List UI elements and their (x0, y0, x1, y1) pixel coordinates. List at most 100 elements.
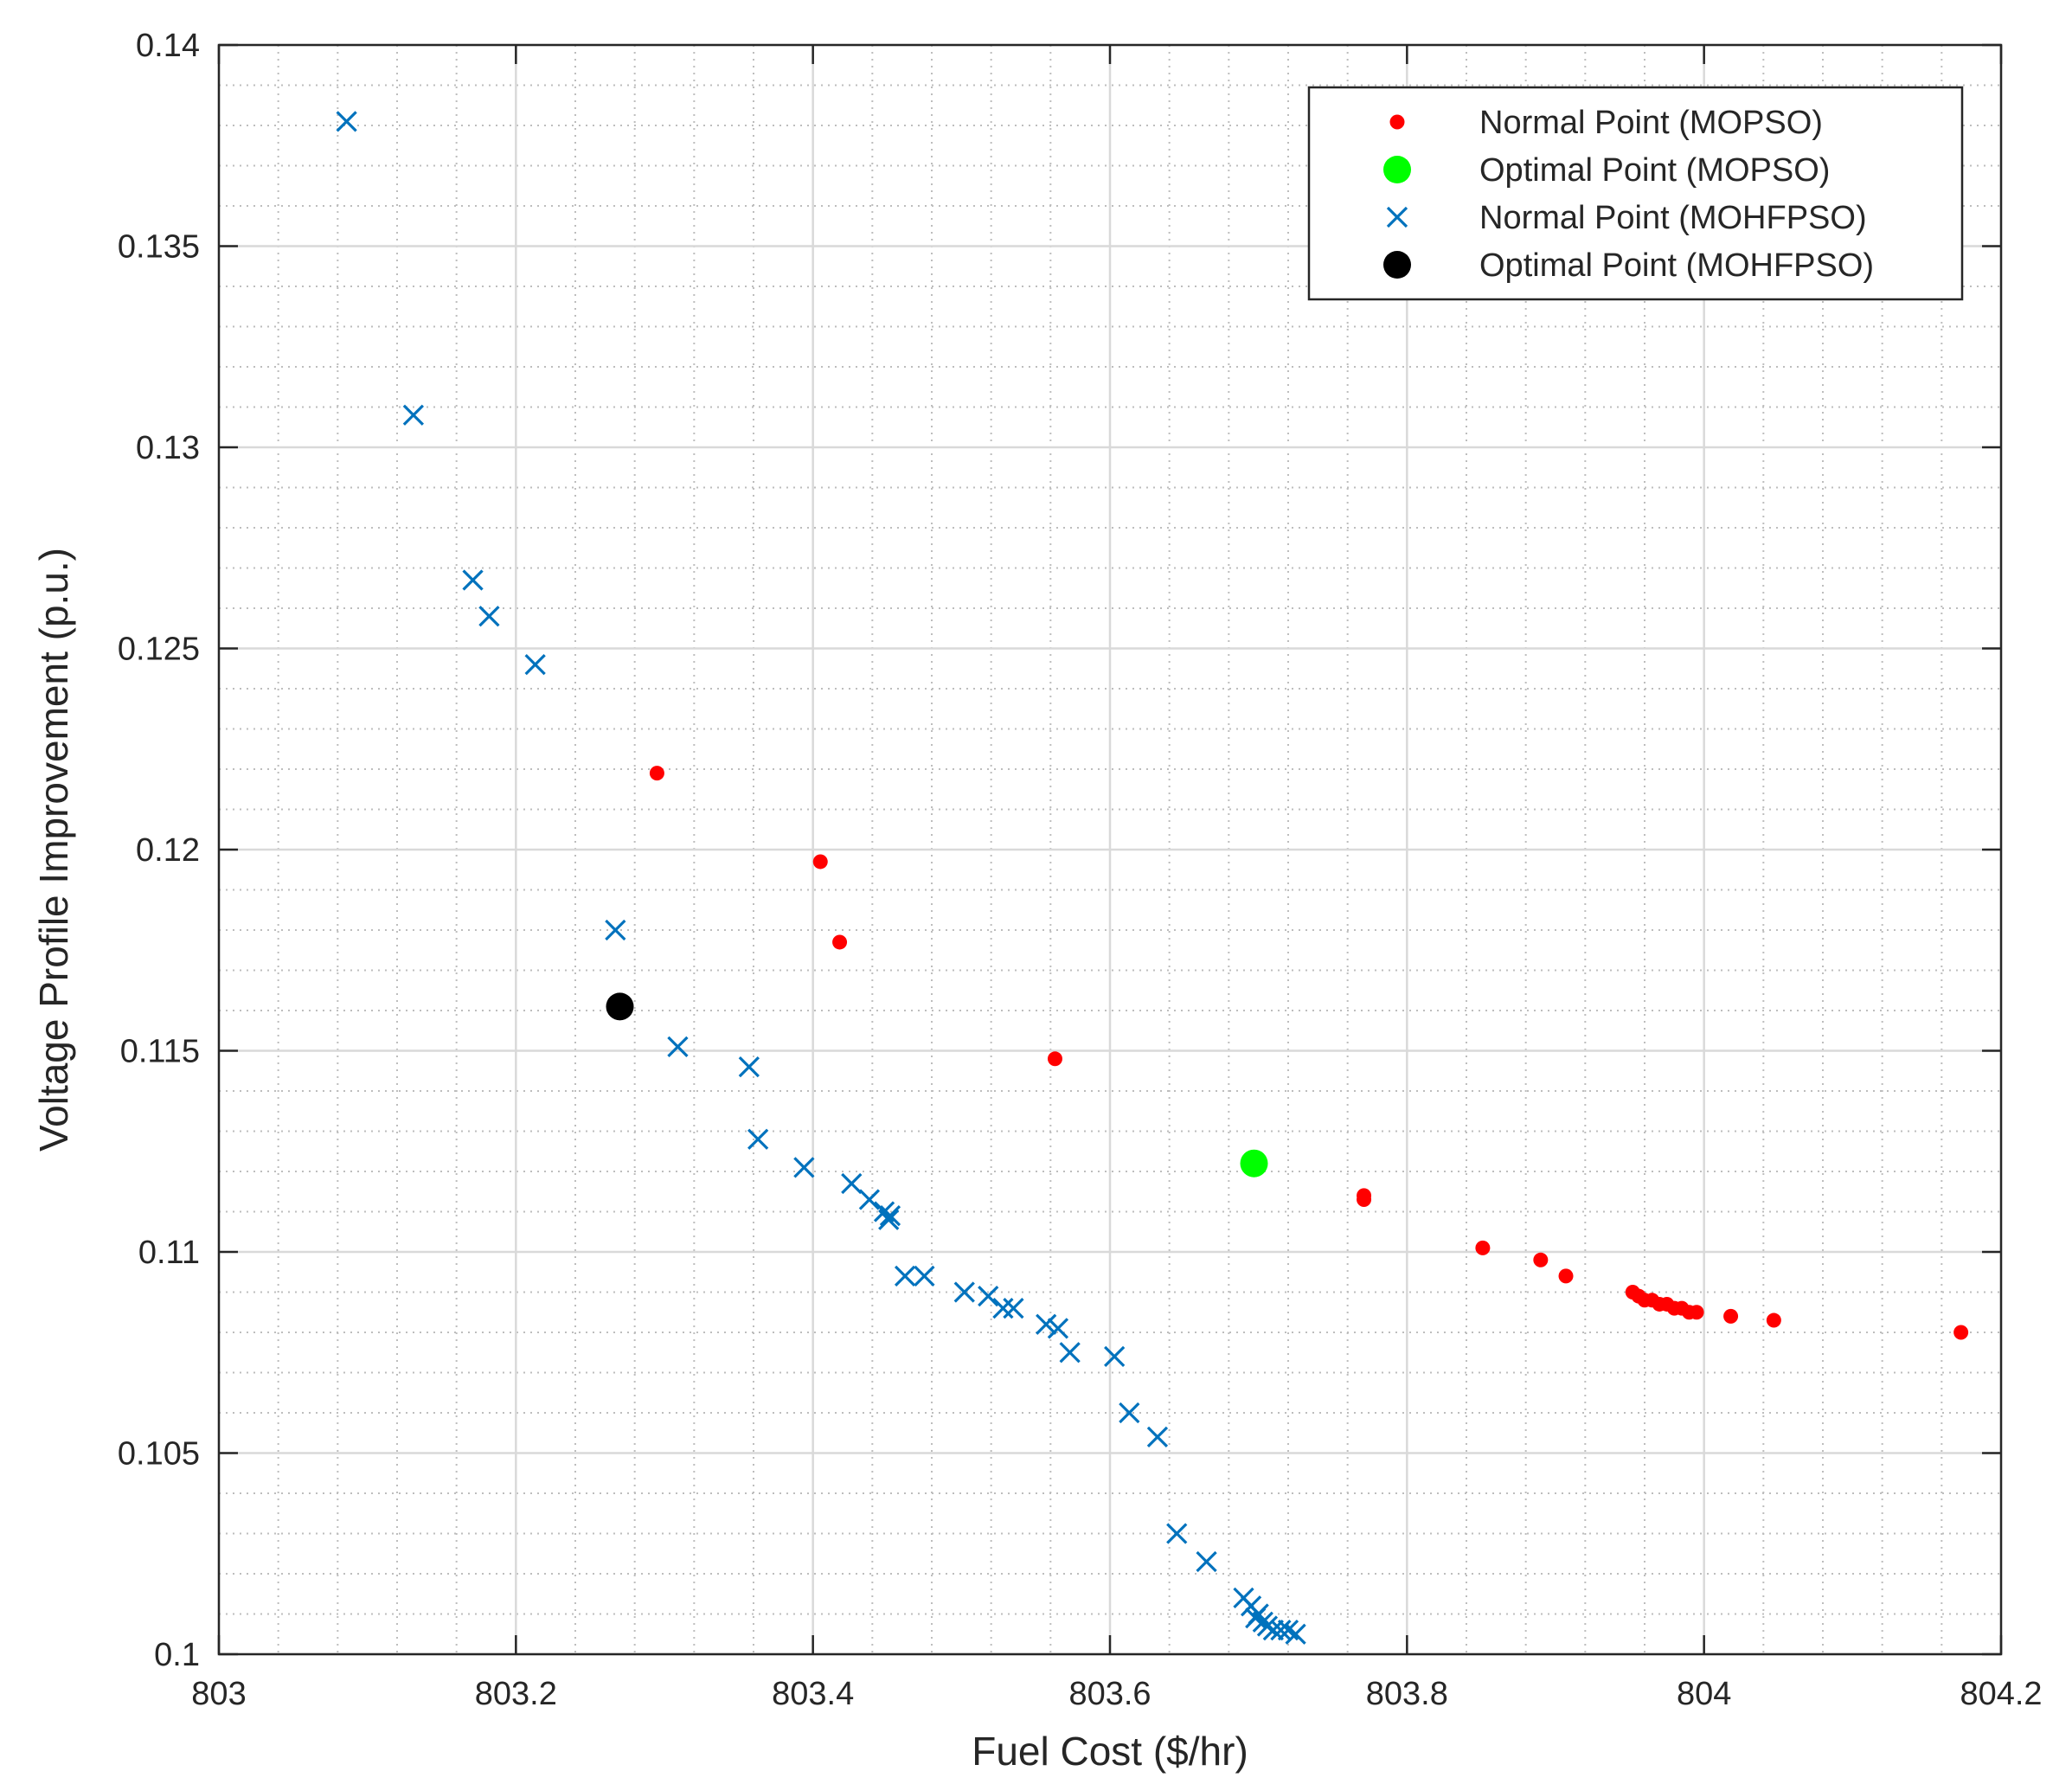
data-point-stroke-b (1146, 1426, 1169, 1448)
data-point (478, 606, 500, 627)
data-point (1166, 1523, 1188, 1544)
x-tick-label: 803.6 (1068, 1676, 1151, 1712)
data-point (1047, 1051, 1062, 1067)
data-point-stroke-b (953, 1281, 975, 1303)
data-point-stroke-b (462, 569, 484, 591)
data-point (953, 1281, 975, 1303)
data-point (1723, 1308, 1739, 1324)
data-point (1953, 1325, 1969, 1340)
data-point-stroke-b (978, 1286, 999, 1307)
y-tick-label: 0.105 (118, 1436, 200, 1473)
data-point (894, 1265, 916, 1287)
data-point-stroke-b (1166, 1523, 1188, 1544)
y-tick-label: 0.14 (136, 28, 200, 64)
data-point (1059, 1342, 1081, 1364)
data-point (858, 1189, 881, 1210)
data-point (402, 404, 425, 426)
legend-item: Normal Point (MOPSO) (1389, 105, 1823, 141)
data-point-stroke-b (1119, 1402, 1140, 1424)
series-2 (1240, 1149, 1268, 1178)
data-point-stroke-b (879, 1205, 901, 1227)
data-point (1047, 1318, 1069, 1339)
data-point-stroke-b (738, 1056, 760, 1078)
data-point (738, 1056, 760, 1078)
data-point-stroke-b (1059, 1342, 1081, 1364)
data-point (841, 1172, 863, 1195)
data-point-stroke-b (1285, 1623, 1306, 1645)
legend-label: Optimal Point (MOHFPSO) (1479, 247, 1874, 284)
data-point-stroke-b (841, 1172, 863, 1195)
data-point (462, 569, 484, 591)
legend-marker (1389, 114, 1405, 130)
data-point-stroke-b (402, 404, 425, 426)
data-point (1285, 1623, 1306, 1645)
data-point-stroke-b (1047, 1318, 1069, 1339)
data-point-stroke-b (605, 919, 626, 941)
x-axis-label: Fuel Cost ($/hr) (972, 1729, 1248, 1774)
legend-marker-stroke-b (1386, 206, 1408, 228)
data-point-stroke-b (914, 1265, 935, 1287)
data-point (878, 1209, 900, 1230)
axes-frame (217, 43, 2003, 1656)
y-tick-label: 0.13 (136, 430, 200, 466)
x-tick-label: 803.4 (772, 1676, 854, 1712)
data-point-stroke-b (1104, 1345, 1126, 1368)
data-point (812, 854, 828, 870)
legend-marker (1383, 251, 1411, 279)
data-point (1558, 1268, 1574, 1284)
data-point (793, 1157, 815, 1178)
data-point (1036, 1313, 1057, 1335)
data-point (1689, 1305, 1704, 1320)
data-point (606, 992, 634, 1021)
data-point-stroke-b (793, 1157, 815, 1178)
series-3 (336, 111, 1306, 1645)
data-point (649, 766, 664, 781)
y-tick-label: 0.115 (120, 1034, 200, 1070)
y-tick-label: 0.11 (138, 1235, 200, 1271)
data-point-stroke-b (894, 1265, 916, 1287)
data-point (978, 1286, 999, 1307)
data-point (1533, 1252, 1549, 1267)
data-point-stroke-b (667, 1036, 689, 1057)
x-tick-label: 804.2 (1960, 1676, 2042, 1712)
legend: Normal Point (MOPSO) Optimal Point (MOPSO… (1307, 86, 1964, 301)
data-point-stroke-b (992, 1297, 1014, 1319)
data-point (1357, 1192, 1372, 1208)
data-point-stroke-b (478, 606, 500, 627)
legend-marker (1383, 156, 1411, 183)
data-point (524, 653, 546, 676)
x-tick-label: 803 (191, 1676, 246, 1712)
data-point-stroke-b (1036, 1313, 1057, 1335)
data-point-stroke-b (1245, 1608, 1267, 1629)
data-point-stroke-b (1196, 1550, 1217, 1573)
data-point (747, 1128, 769, 1150)
y-tick-label: 0.1 (154, 1637, 200, 1673)
x-tick-label: 804 (1677, 1676, 1731, 1712)
data-marks (336, 111, 1969, 1645)
y-tick-label: 0.12 (136, 832, 200, 869)
y-tick-label: 0.135 (118, 229, 200, 266)
data-point (667, 1036, 689, 1057)
y-tick-label: 0.125 (118, 632, 200, 668)
data-point (1104, 1345, 1126, 1368)
data-point (914, 1265, 935, 1287)
data-point (1240, 1149, 1268, 1178)
axes-box (217, 43, 2003, 1656)
legend-item: Optimal Point (MOPSO) (1383, 152, 1830, 189)
data-point-stroke-b (747, 1128, 769, 1150)
data-point-stroke-b (1003, 1297, 1024, 1319)
x-tick-label: 803.8 (1366, 1676, 1448, 1712)
data-point (1119, 1402, 1140, 1424)
data-point (1146, 1426, 1169, 1448)
data-point (1262, 1619, 1284, 1641)
series-4 (606, 992, 634, 1021)
tick-labels: 803 803.2 803.4 803.6 803.8 804 804.2 0.1 0.105 0… (118, 28, 2043, 1712)
data-point (832, 934, 848, 950)
data-point (992, 1297, 1014, 1319)
data-point (1003, 1297, 1024, 1319)
data-point (336, 111, 357, 132)
y-axis-label: Voltage Profile Improvement (p.u.) (31, 548, 76, 1152)
data-point (605, 919, 626, 941)
data-point (1196, 1550, 1217, 1573)
